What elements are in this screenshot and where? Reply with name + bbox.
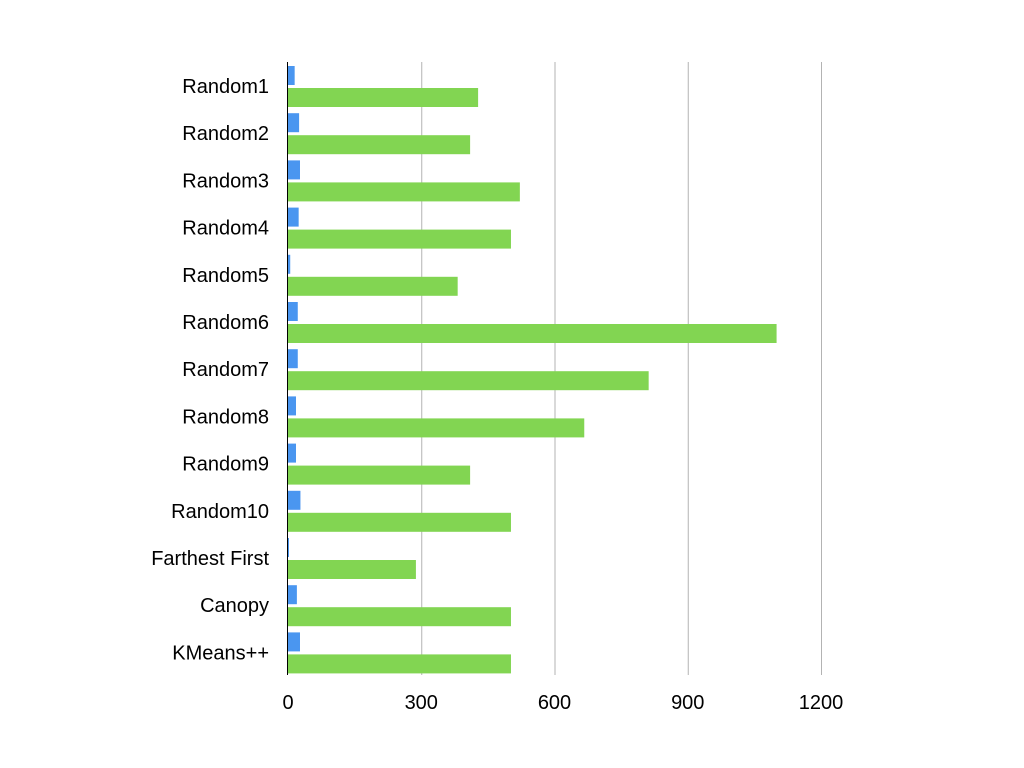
- x-tick-label: 1200: [799, 692, 844, 714]
- bar-series-2: [288, 135, 471, 155]
- bar-series-2: [288, 182, 520, 202]
- bar-series-2: [288, 465, 471, 485]
- x-tick-labels: 0 300 600 900 1200: [282, 692, 843, 714]
- bar-series-2: [288, 276, 458, 296]
- bar-series-1: [288, 66, 295, 85]
- category-label: Canopy: [200, 595, 269, 617]
- bar-series-1: [288, 538, 289, 557]
- bar-series-1: [288, 254, 291, 274]
- category-label: Farthest First: [151, 548, 269, 570]
- x-tick-label: 300: [405, 692, 438, 714]
- category-label: Random7: [182, 359, 269, 381]
- category-label: Random4: [182, 218, 269, 240]
- category-label: Random9: [182, 454, 269, 476]
- category-label: Random10: [171, 501, 269, 523]
- category-label: Random5: [182, 265, 269, 287]
- category-label: Random3: [182, 170, 269, 192]
- category-labels: Random1 Random2 Random3 Random4 Random5 Rando…: [151, 76, 269, 664]
- category-label: KMeans++: [172, 642, 269, 664]
- bar-series-1: [288, 302, 298, 321]
- bar-series-1: [288, 490, 301, 510]
- bar-series-2: [288, 418, 585, 438]
- bar-series-1: [288, 207, 299, 227]
- category-label: Random6: [182, 312, 269, 334]
- bar-series-2: [288, 560, 416, 579]
- bar-series-1: [288, 585, 297, 605]
- bar-series-2: [288, 654, 511, 674]
- bar-series-1: [288, 443, 296, 463]
- category-label: Random8: [182, 406, 269, 428]
- bar-series-2: [288, 324, 777, 343]
- x-tick-label: 600: [538, 692, 571, 714]
- bars: [288, 66, 777, 674]
- bar-series-2: [288, 88, 479, 107]
- gridlines: [421, 62, 822, 675]
- bar-series-1: [288, 349, 298, 369]
- x-tick-label: 900: [671, 692, 704, 714]
- bar-series-1: [288, 160, 300, 180]
- bar-series-2: [288, 371, 649, 391]
- category-label: Random2: [182, 123, 269, 145]
- x-tick-label: 0: [282, 692, 293, 714]
- bar-series-2: [288, 607, 511, 627]
- bar-series-1: [288, 396, 296, 416]
- bar-series-2: [288, 229, 511, 249]
- bar-series-2: [288, 512, 511, 532]
- category-label: Random1: [182, 76, 269, 98]
- bar-series-1: [288, 113, 300, 133]
- bar-series-1: [288, 632, 300, 652]
